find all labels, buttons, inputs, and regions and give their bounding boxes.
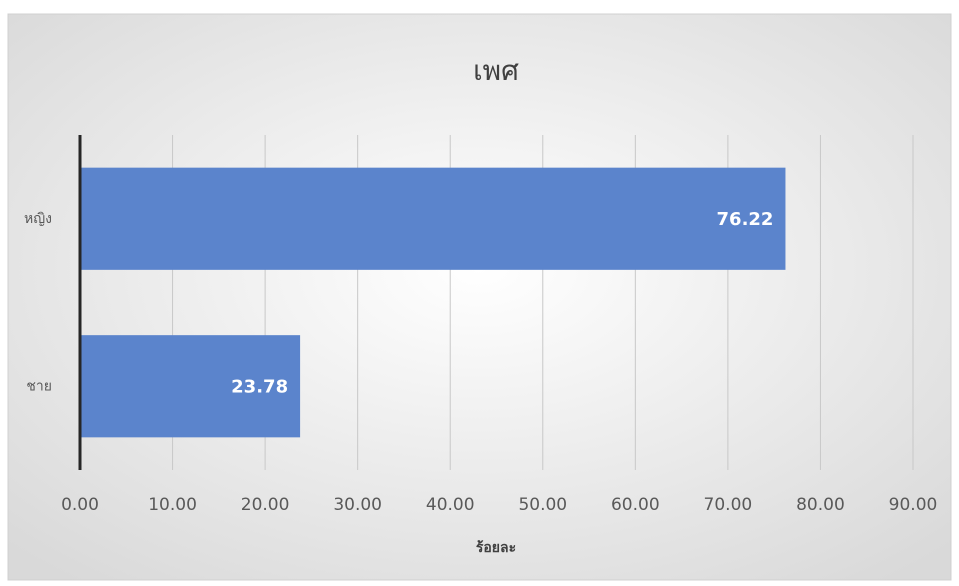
x-tick-label: 80.00 [796,495,845,515]
x-tick-label: 90.00 [889,495,938,515]
value-label: 76.22 [717,209,774,230]
y-tick-label: หญิง [24,211,52,227]
x-tick-label: 70.00 [704,495,753,515]
x-tick-label: 20.00 [241,495,290,515]
x-axis-label: ร้อยละ [476,540,516,556]
x-tick-label: 40.00 [426,495,475,515]
x-tick-label: 50.00 [518,495,567,515]
bar [80,167,786,270]
chart-background [7,13,952,581]
bar [80,335,301,438]
x-tick-label: 60.00 [611,495,660,515]
value-label: 23.78 [231,376,288,397]
chart-title: เพศ [473,54,519,87]
x-tick-label: 30.00 [333,495,382,515]
x-tick-label: 0.00 [61,495,99,515]
x-tick-label: 10.00 [148,495,197,515]
y-tick-label: ชาย [26,378,52,394]
